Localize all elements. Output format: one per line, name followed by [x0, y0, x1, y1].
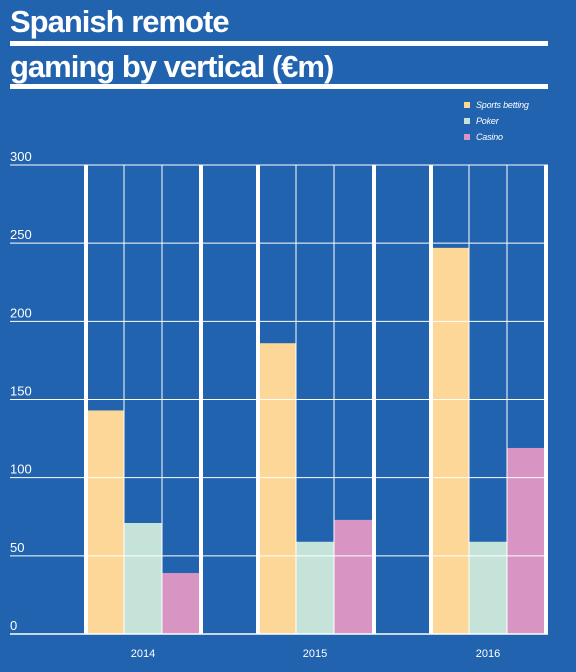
bar-sports-betting-2014: [86, 410, 124, 634]
chart-title-line-1: Spanish remote: [10, 4, 230, 39]
legend-swatch-casino: [464, 134, 470, 140]
bar-casino-2015: [334, 519, 372, 634]
legend-swatch-sports-betting: [464, 102, 470, 108]
y-tick-label-50: 50: [10, 540, 24, 555]
bar-casino-2014: [162, 573, 200, 634]
y-tick-label-300: 300: [10, 149, 32, 164]
y-tick-label-150: 150: [10, 384, 32, 399]
bar-sports-betting-2016: [431, 247, 469, 634]
x-tick-label-2014: 2014: [131, 648, 155, 660]
legend-label-casino: Casino: [476, 132, 503, 142]
title-rule-1: [10, 41, 548, 46]
bar-casino-2016: [507, 447, 545, 634]
legend-label-sports-betting: Sports betting: [476, 100, 529, 110]
title-rule-2: [10, 84, 548, 89]
legend-swatch-poker: [464, 118, 470, 124]
bar-sports-betting-2015: [258, 343, 296, 634]
bar-poker-2014: [124, 523, 162, 634]
legend-item-casino: Casino: [464, 130, 503, 144]
y-tick-label-200: 200: [10, 305, 32, 320]
legend-item-poker: Poker: [464, 114, 499, 128]
legend-item-sports-betting: Sports betting: [464, 98, 529, 112]
y-tick-label-100: 100: [10, 462, 32, 477]
bar-poker-2015: [296, 541, 334, 634]
bar-poker-2016: [469, 541, 507, 634]
x-tick-label-2015: 2015: [303, 648, 327, 660]
legend-label-poker: Poker: [476, 116, 499, 126]
y-tick-label-0: 0: [10, 618, 17, 633]
x-tick-label-2016: 2016: [476, 648, 500, 660]
chart-title-line-2: gaming by vertical (€m): [10, 49, 334, 84]
y-tick-label-250: 250: [10, 227, 32, 242]
